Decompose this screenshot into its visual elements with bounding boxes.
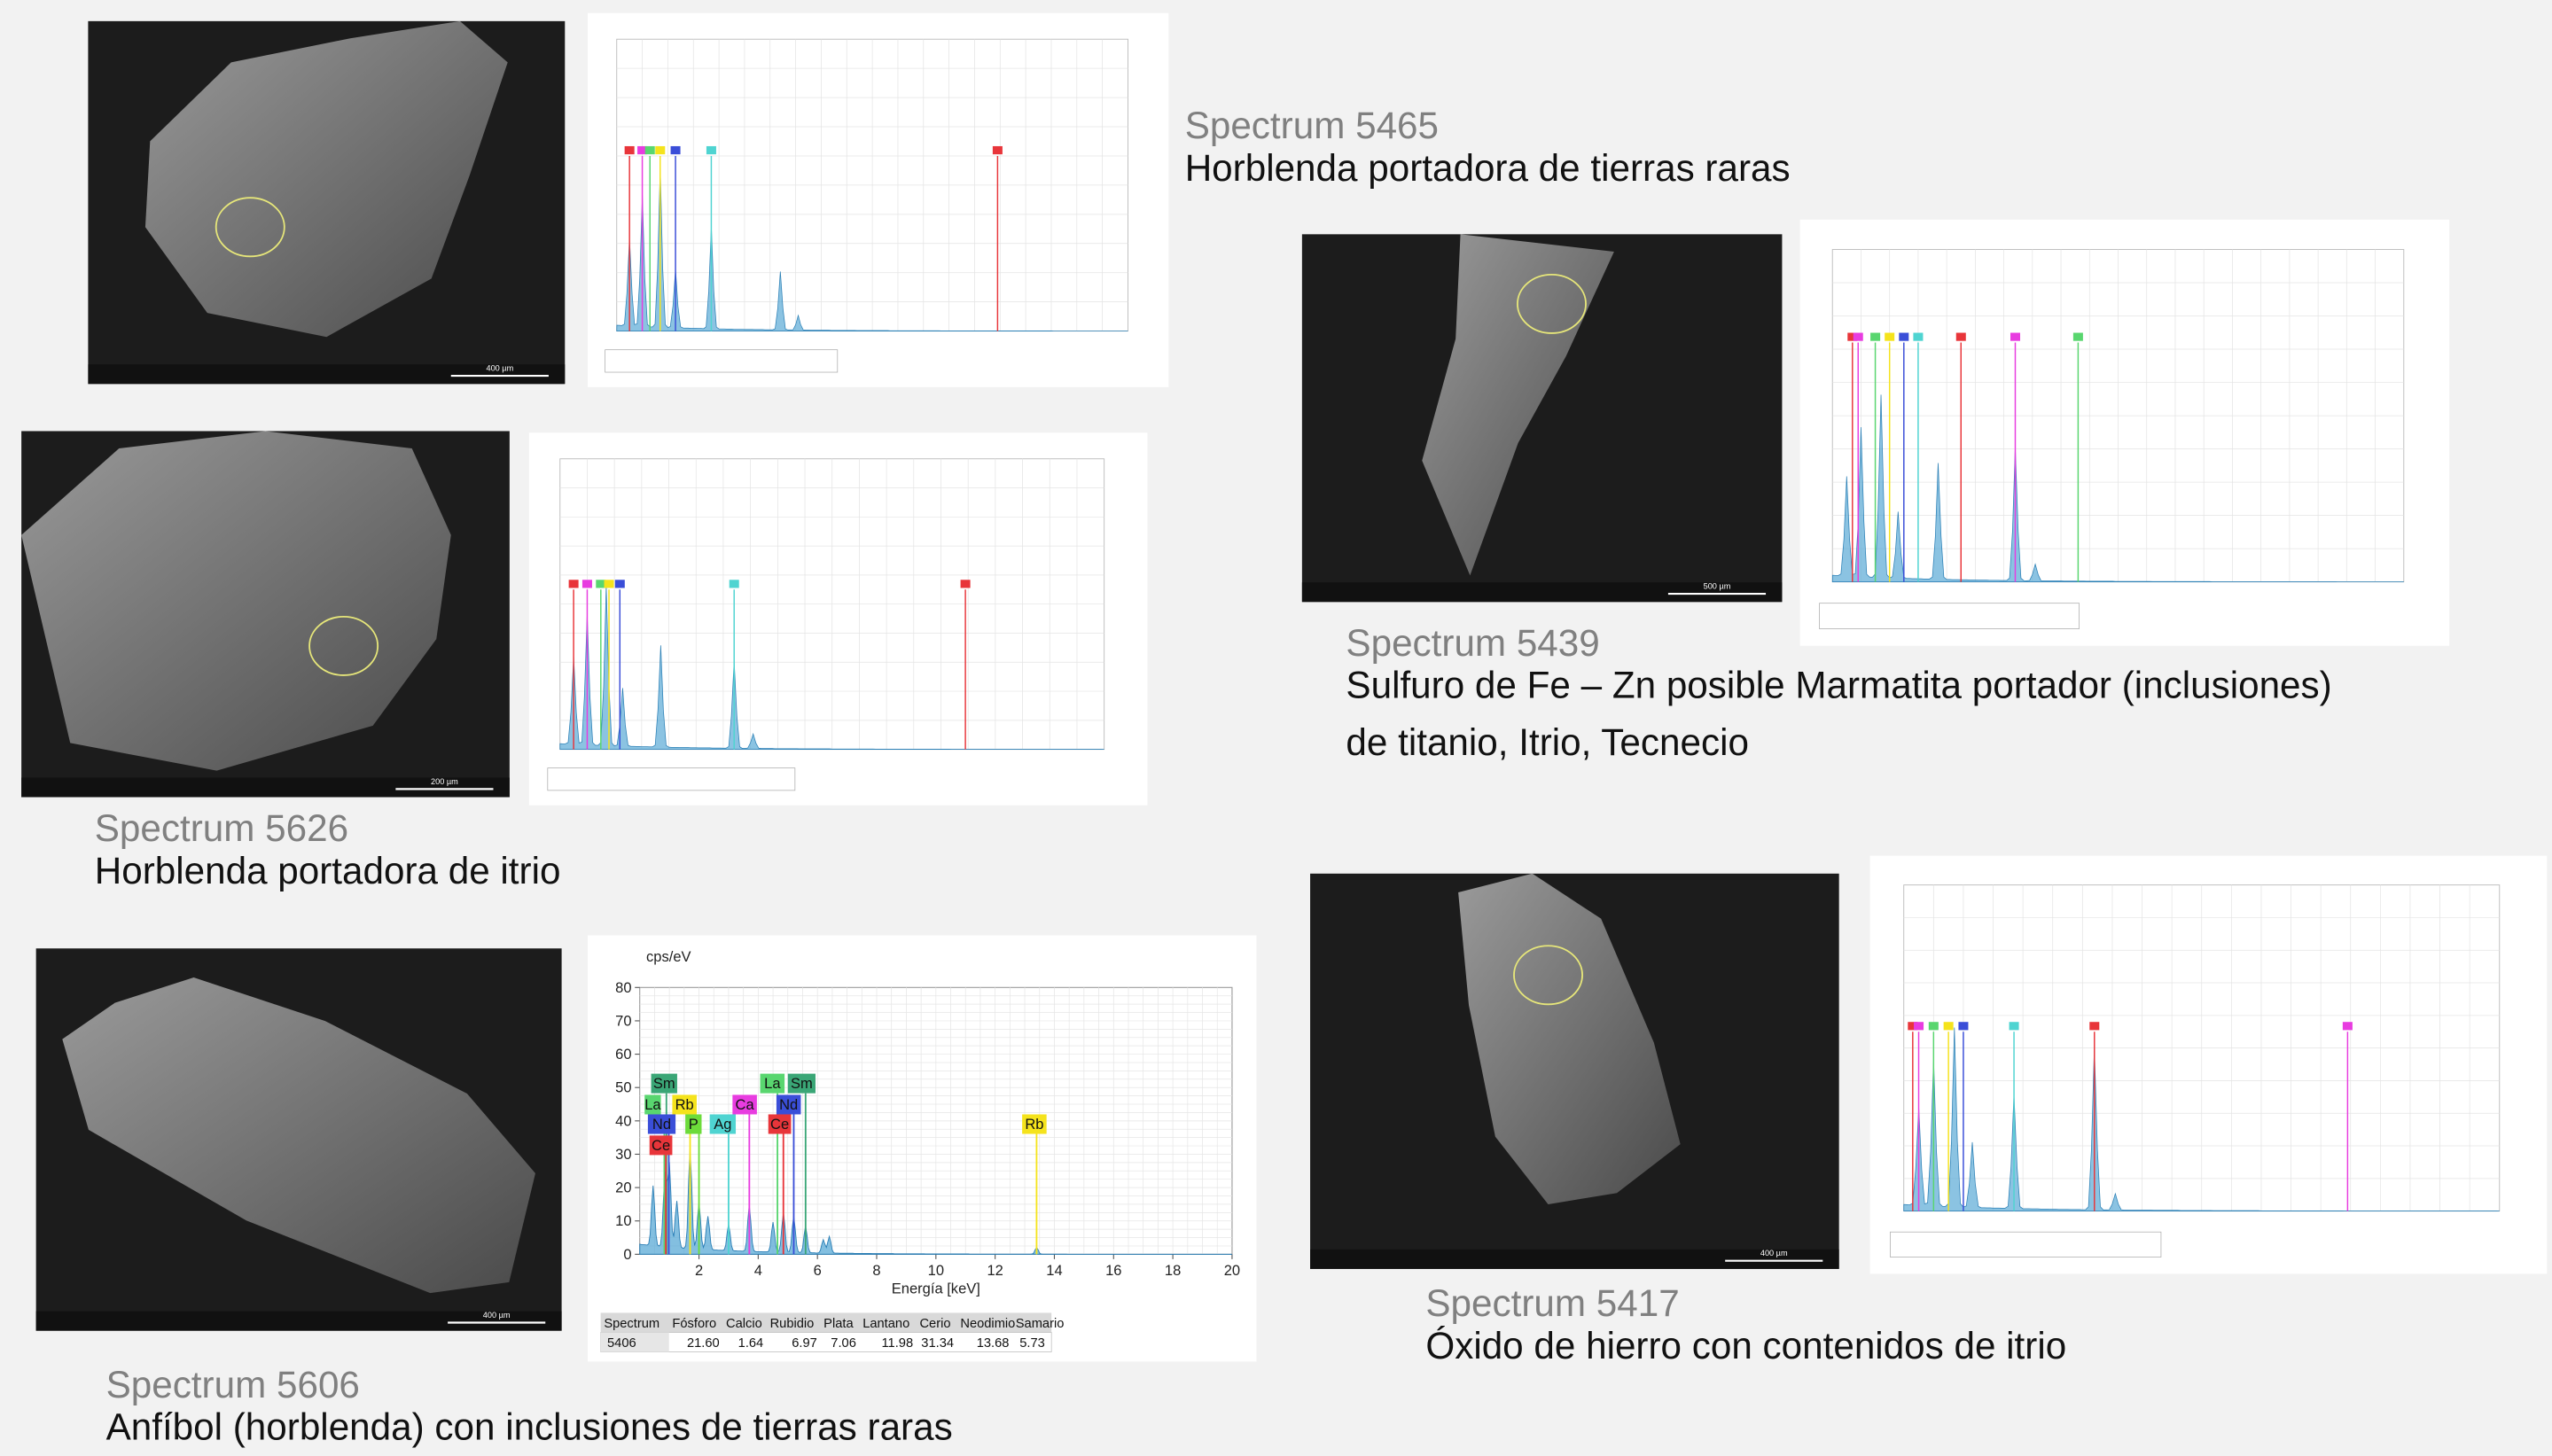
table-cell: 31.34 xyxy=(921,1336,954,1351)
table-header: Fósforo xyxy=(672,1317,716,1331)
spectrum-name: Spectrum 5439 xyxy=(1346,622,1599,664)
y-tick-label: 80 xyxy=(615,979,631,996)
y-tick-label: 50 xyxy=(615,1079,631,1096)
peak-tag xyxy=(1956,333,1966,341)
peak-label: Nd xyxy=(652,1116,671,1133)
peak-tag xyxy=(2010,333,2020,341)
peak-label: Sm xyxy=(653,1075,675,1092)
peak-label: Rb xyxy=(1025,1116,1043,1133)
y-tick-label: 30 xyxy=(615,1146,631,1163)
peak-tag xyxy=(645,146,655,154)
peak-tag xyxy=(625,146,635,154)
table-header: Calcio xyxy=(726,1317,762,1331)
description: Sulfuro de Fe – Zn posible Marmatita por… xyxy=(1346,665,2331,706)
peak-tag xyxy=(1958,1022,1968,1030)
table-cell: 21.60 xyxy=(687,1336,720,1351)
description: Anfíbol (horblenda) con inclusiones de t… xyxy=(106,1406,953,1448)
peak-tag xyxy=(730,580,739,588)
peak-tag xyxy=(2343,1022,2353,1030)
table-header: Plata xyxy=(823,1317,854,1331)
table-header: Spectrum xyxy=(604,1317,659,1331)
peak-tag xyxy=(655,146,665,154)
description: Horblenda portadora de tierras raras xyxy=(1185,147,1791,189)
scale-label: 200 µm xyxy=(431,777,458,786)
description: de titanio, Itrio, Tecnecio xyxy=(1346,721,1749,763)
peak-tag xyxy=(1914,1022,1924,1030)
x-tick-label: 16 xyxy=(1105,1262,1121,1279)
y-tick-label: 10 xyxy=(615,1212,631,1229)
table-header: Rubidio xyxy=(770,1317,815,1331)
peak-tag xyxy=(569,580,579,588)
peak-tag xyxy=(2089,1022,2099,1030)
peak-tag xyxy=(1899,333,1908,341)
peak-label: Ce xyxy=(652,1137,670,1154)
spectrum-name: Spectrum 5606 xyxy=(106,1364,360,1405)
table-cell: 1.64 xyxy=(738,1336,764,1351)
peak-label: P xyxy=(689,1116,698,1133)
peak-label: Ce xyxy=(770,1116,789,1133)
scale-label: 400 µm xyxy=(1760,1249,1788,1257)
page: { "panels": [ {"spectrum": "Spectrum 546… xyxy=(0,0,2552,1456)
peak-label: La xyxy=(644,1096,661,1113)
peak-tag xyxy=(671,146,681,154)
scale-label: 400 µm xyxy=(483,1311,511,1320)
peak-tag xyxy=(2010,1022,2019,1030)
peak-label: Sm xyxy=(791,1075,813,1092)
peak-tag xyxy=(993,146,1003,154)
table-cell: 5.73 xyxy=(1019,1336,1045,1351)
peak-label: La xyxy=(764,1075,781,1092)
x-axis-label: Energía [keV] xyxy=(892,1280,980,1296)
x-tick-label: 12 xyxy=(987,1262,1003,1279)
peak-label: Ag xyxy=(714,1116,731,1133)
table-cell: 6.97 xyxy=(792,1336,817,1351)
x-tick-label: 6 xyxy=(814,1262,822,1279)
peak-tag xyxy=(605,580,614,588)
table-header: Neodimio xyxy=(960,1317,1015,1331)
y-tick-label: 40 xyxy=(615,1112,631,1129)
spectrum-name: Spectrum 5417 xyxy=(1425,1282,1679,1324)
peak-tag xyxy=(1870,333,1880,341)
table-header: Cerio xyxy=(919,1317,950,1331)
spectrum-name: Spectrum 5626 xyxy=(95,807,348,849)
table-header: Lantano xyxy=(862,1317,909,1331)
slide: 400 µmSpectrum 5465Horblenda portadora d… xyxy=(0,0,2552,1456)
x-tick-label: 2 xyxy=(695,1262,703,1279)
spectrum-card xyxy=(588,936,1256,1362)
spectrum-name: Spectrum 5465 xyxy=(1185,105,1439,146)
table-cell: 5406 xyxy=(607,1336,636,1351)
peak-tag xyxy=(1944,1022,1954,1030)
table-cell: 7.06 xyxy=(831,1336,856,1351)
scale-label: 500 µm xyxy=(1704,582,1731,591)
y-tick-label: 0 xyxy=(623,1246,631,1263)
peak-label: Ca xyxy=(736,1096,755,1113)
x-tick-label: 10 xyxy=(928,1262,944,1279)
peak-label: Rb xyxy=(675,1096,694,1113)
table-cell: 11.98 xyxy=(881,1336,913,1351)
table-header: Samario xyxy=(1016,1317,1065,1331)
x-tick-label: 8 xyxy=(872,1262,880,1279)
peak-tag xyxy=(1929,1022,1939,1030)
peak-tag xyxy=(1854,333,1863,341)
scale-label: 400 µm xyxy=(486,364,513,373)
peak-tag xyxy=(706,146,716,154)
peak-tag xyxy=(582,580,592,588)
description: Óxido de hierro con contenidos de itrio xyxy=(1425,1325,2066,1366)
peak-tag xyxy=(1885,333,1894,341)
peak-tag xyxy=(961,580,971,588)
y-tick-label: 70 xyxy=(615,1012,631,1029)
x-tick-label: 4 xyxy=(754,1262,762,1279)
peak-label: Nd xyxy=(779,1096,798,1113)
description: Horblenda portadora de itrio xyxy=(95,850,561,892)
x-tick-label: 18 xyxy=(1165,1262,1181,1279)
peak-tag xyxy=(2073,333,2083,341)
y-tick-label: 60 xyxy=(615,1046,631,1063)
x-tick-label: 20 xyxy=(1224,1262,1240,1279)
peak-tag xyxy=(1913,333,1923,341)
y-tick-label: 20 xyxy=(615,1180,631,1196)
x-tick-label: 14 xyxy=(1046,1262,1062,1279)
peak-tag xyxy=(615,580,625,588)
y-axis-label: cps/eV xyxy=(646,948,691,965)
table-cell: 13.68 xyxy=(977,1336,1010,1351)
